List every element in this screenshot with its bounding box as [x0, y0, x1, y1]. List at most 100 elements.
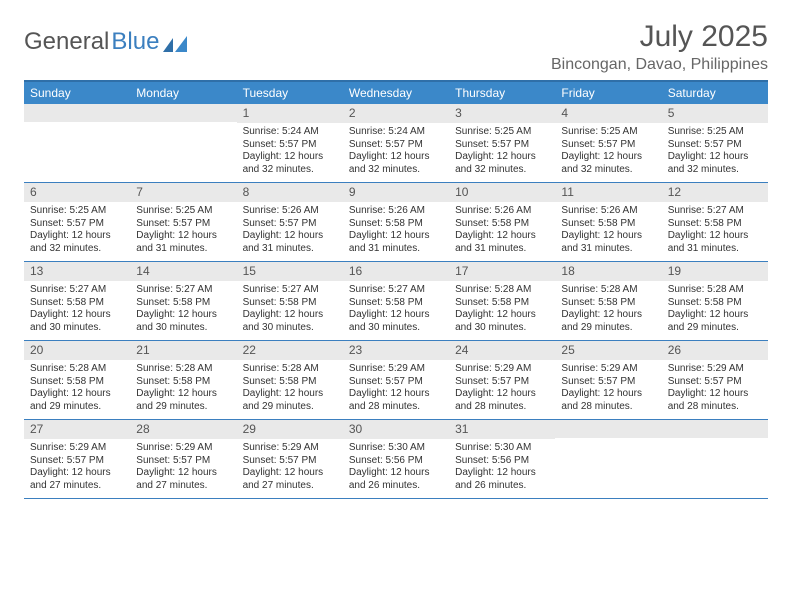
sunrise-text: Sunrise: 5:25 AM: [668, 126, 762, 139]
daylight-text: Daylight: 12 hours and 31 minutes.: [349, 230, 443, 255]
day-number: 5: [662, 104, 768, 123]
day-cell: 26Sunrise: 5:29 AMSunset: 5:57 PMDayligh…: [662, 341, 768, 419]
day-body: Sunrise: 5:28 AMSunset: 5:58 PMDaylight:…: [449, 281, 555, 338]
sunset-text: Sunset: 5:57 PM: [668, 376, 762, 389]
day-cell: [130, 104, 236, 182]
daylight-text: Daylight: 12 hours and 27 minutes.: [243, 467, 337, 492]
day-cell: 2Sunrise: 5:24 AMSunset: 5:57 PMDaylight…: [343, 104, 449, 182]
header: GeneralBlue July 2025 Bincongan, Davao, …: [24, 20, 768, 74]
day-number: 29: [237, 420, 343, 439]
sunrise-text: Sunrise: 5:24 AM: [349, 126, 443, 139]
day-cell: [24, 104, 130, 182]
day-body: Sunrise: 5:24 AMSunset: 5:57 PMDaylight:…: [343, 123, 449, 180]
day-cell: 12Sunrise: 5:27 AMSunset: 5:58 PMDayligh…: [662, 183, 768, 261]
day-cell: 23Sunrise: 5:29 AMSunset: 5:57 PMDayligh…: [343, 341, 449, 419]
day-body: Sunrise: 5:27 AMSunset: 5:58 PMDaylight:…: [237, 281, 343, 338]
sunrise-text: Sunrise: 5:28 AM: [561, 284, 655, 297]
sunrise-text: Sunrise: 5:27 AM: [668, 205, 762, 218]
daylight-text: Daylight: 12 hours and 32 minutes.: [30, 230, 124, 255]
day-cell: 19Sunrise: 5:28 AMSunset: 5:58 PMDayligh…: [662, 262, 768, 340]
day-cell: 29Sunrise: 5:29 AMSunset: 5:57 PMDayligh…: [237, 420, 343, 498]
day-body: [24, 122, 130, 129]
day-body: [662, 438, 768, 445]
sunset-text: Sunset: 5:57 PM: [561, 376, 655, 389]
day-cell: 18Sunrise: 5:28 AMSunset: 5:58 PMDayligh…: [555, 262, 661, 340]
day-cell: 3Sunrise: 5:25 AMSunset: 5:57 PMDaylight…: [449, 104, 555, 182]
sunrise-text: Sunrise: 5:28 AM: [668, 284, 762, 297]
sunrise-text: Sunrise: 5:25 AM: [30, 205, 124, 218]
day-header-tue: Tuesday: [237, 82, 343, 104]
daylight-text: Daylight: 12 hours and 27 minutes.: [30, 467, 124, 492]
day-body: Sunrise: 5:29 AMSunset: 5:57 PMDaylight:…: [449, 360, 555, 417]
sunset-text: Sunset: 5:57 PM: [30, 455, 124, 468]
day-body: Sunrise: 5:29 AMSunset: 5:57 PMDaylight:…: [555, 360, 661, 417]
sunset-text: Sunset: 5:58 PM: [561, 218, 655, 231]
sunrise-text: Sunrise: 5:29 AM: [349, 363, 443, 376]
day-header-sun: Sunday: [24, 82, 130, 104]
day-number: 30: [343, 420, 449, 439]
sunset-text: Sunset: 5:57 PM: [561, 139, 655, 152]
sunrise-text: Sunrise: 5:30 AM: [455, 442, 549, 455]
daylight-text: Daylight: 12 hours and 30 minutes.: [455, 309, 549, 334]
day-body: Sunrise: 5:27 AMSunset: 5:58 PMDaylight:…: [130, 281, 236, 338]
day-cell: 30Sunrise: 5:30 AMSunset: 5:56 PMDayligh…: [343, 420, 449, 498]
day-cell: 27Sunrise: 5:29 AMSunset: 5:57 PMDayligh…: [24, 420, 130, 498]
daylight-text: Daylight: 12 hours and 29 minutes.: [668, 309, 762, 334]
day-body: Sunrise: 5:25 AMSunset: 5:57 PMDaylight:…: [662, 123, 768, 180]
day-body: Sunrise: 5:28 AMSunset: 5:58 PMDaylight:…: [24, 360, 130, 417]
month-title: July 2025: [551, 20, 768, 54]
day-number: 20: [24, 341, 130, 360]
day-number: [662, 420, 768, 438]
week-row: 20Sunrise: 5:28 AMSunset: 5:58 PMDayligh…: [24, 341, 768, 420]
day-cell: 28Sunrise: 5:29 AMSunset: 5:57 PMDayligh…: [130, 420, 236, 498]
day-cell: 20Sunrise: 5:28 AMSunset: 5:58 PMDayligh…: [24, 341, 130, 419]
sunset-text: Sunset: 5:57 PM: [243, 455, 337, 468]
day-body: Sunrise: 5:27 AMSunset: 5:58 PMDaylight:…: [24, 281, 130, 338]
day-header-fri: Friday: [555, 82, 661, 104]
day-body: Sunrise: 5:28 AMSunset: 5:58 PMDaylight:…: [237, 360, 343, 417]
day-number: 19: [662, 262, 768, 281]
daylight-text: Daylight: 12 hours and 29 minutes.: [30, 388, 124, 413]
sunset-text: Sunset: 5:57 PM: [349, 376, 443, 389]
daylight-text: Daylight: 12 hours and 31 minutes.: [136, 230, 230, 255]
day-number: [24, 104, 130, 122]
title-block: July 2025 Bincongan, Davao, Philippines: [551, 20, 768, 74]
day-body: Sunrise: 5:29 AMSunset: 5:57 PMDaylight:…: [237, 439, 343, 496]
day-cell: 22Sunrise: 5:28 AMSunset: 5:58 PMDayligh…: [237, 341, 343, 419]
day-number: 21: [130, 341, 236, 360]
sunrise-text: Sunrise: 5:27 AM: [349, 284, 443, 297]
day-number: [555, 420, 661, 438]
daylight-text: Daylight: 12 hours and 30 minutes.: [243, 309, 337, 334]
daylight-text: Daylight: 12 hours and 32 minutes.: [243, 151, 337, 176]
day-cell: 10Sunrise: 5:26 AMSunset: 5:58 PMDayligh…: [449, 183, 555, 261]
day-number: 3: [449, 104, 555, 123]
day-body: Sunrise: 5:30 AMSunset: 5:56 PMDaylight:…: [449, 439, 555, 496]
day-cell: 8Sunrise: 5:26 AMSunset: 5:57 PMDaylight…: [237, 183, 343, 261]
sunset-text: Sunset: 5:58 PM: [455, 297, 549, 310]
daylight-text: Daylight: 12 hours and 32 minutes.: [668, 151, 762, 176]
day-number: 28: [130, 420, 236, 439]
day-body: Sunrise: 5:29 AMSunset: 5:57 PMDaylight:…: [662, 360, 768, 417]
day-cell: 5Sunrise: 5:25 AMSunset: 5:57 PMDaylight…: [662, 104, 768, 182]
sunrise-text: Sunrise: 5:26 AM: [561, 205, 655, 218]
day-body: Sunrise: 5:26 AMSunset: 5:58 PMDaylight:…: [555, 202, 661, 259]
day-body: Sunrise: 5:28 AMSunset: 5:58 PMDaylight:…: [130, 360, 236, 417]
daylight-text: Daylight: 12 hours and 28 minutes.: [455, 388, 549, 413]
sunrise-text: Sunrise: 5:29 AM: [136, 442, 230, 455]
week-row: 13Sunrise: 5:27 AMSunset: 5:58 PMDayligh…: [24, 262, 768, 341]
day-cell: 7Sunrise: 5:25 AMSunset: 5:57 PMDaylight…: [130, 183, 236, 261]
sunrise-text: Sunrise: 5:27 AM: [243, 284, 337, 297]
day-number: 18: [555, 262, 661, 281]
day-number: 10: [449, 183, 555, 202]
day-body: Sunrise: 5:30 AMSunset: 5:56 PMDaylight:…: [343, 439, 449, 496]
day-cell: 25Sunrise: 5:29 AMSunset: 5:57 PMDayligh…: [555, 341, 661, 419]
daylight-text: Daylight: 12 hours and 30 minutes.: [30, 309, 124, 334]
day-body: Sunrise: 5:29 AMSunset: 5:57 PMDaylight:…: [24, 439, 130, 496]
day-number: 6: [24, 183, 130, 202]
sunset-text: Sunset: 5:58 PM: [136, 376, 230, 389]
logo-sail-icon: [163, 36, 187, 52]
daylight-text: Daylight: 12 hours and 31 minutes.: [561, 230, 655, 255]
day-number: 9: [343, 183, 449, 202]
day-number: 7: [130, 183, 236, 202]
day-number: 2: [343, 104, 449, 123]
